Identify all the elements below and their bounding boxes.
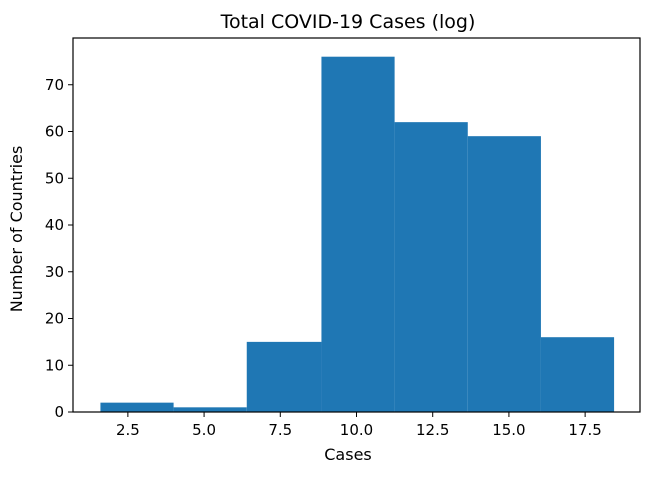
y-ticks-group: 0 10 20 30 40 50 60 70 — [45, 76, 73, 421]
histogram-bar-4 — [321, 56, 395, 412]
histogram-bar-6 — [467, 136, 541, 413]
y-tick-label: 30 — [45, 263, 64, 281]
histogram-bar-1 — [100, 402, 174, 412]
x-tick-label: 2.5 — [116, 421, 140, 439]
chart-title: Total COVID-19 Cases (log) — [220, 11, 476, 33]
y-tick-label: 10 — [45, 356, 64, 374]
x-tick-label: 12.5 — [416, 421, 449, 439]
x-tick-label: 15.0 — [492, 421, 525, 439]
y-tick-label: 40 — [45, 216, 64, 234]
y-tick-label: 20 — [45, 310, 64, 328]
x-ticks-group: 2.5 5.0 7.5 10.0 12.5 15.0 17.5 — [116, 412, 602, 439]
y-tick-label: 60 — [45, 123, 64, 141]
histogram-bar-7 — [540, 337, 615, 412]
histogram-bar-2 — [173, 407, 247, 412]
y-tick-label: 0 — [54, 403, 64, 421]
y-tick-label: 70 — [45, 76, 64, 94]
y-axis-label: Number of Countries — [7, 146, 26, 313]
bars-group — [100, 56, 615, 413]
x-tick-label: 17.5 — [568, 421, 601, 439]
y-tick-label: 50 — [45, 169, 64, 187]
x-tick-label: 5.0 — [192, 421, 216, 439]
histogram-bar-3 — [246, 341, 322, 412]
x-tick-label: 7.5 — [268, 421, 292, 439]
x-axis-label: Cases — [324, 445, 372, 464]
x-tick-label: 10.0 — [340, 421, 373, 439]
histogram-bar-5 — [394, 122, 468, 413]
